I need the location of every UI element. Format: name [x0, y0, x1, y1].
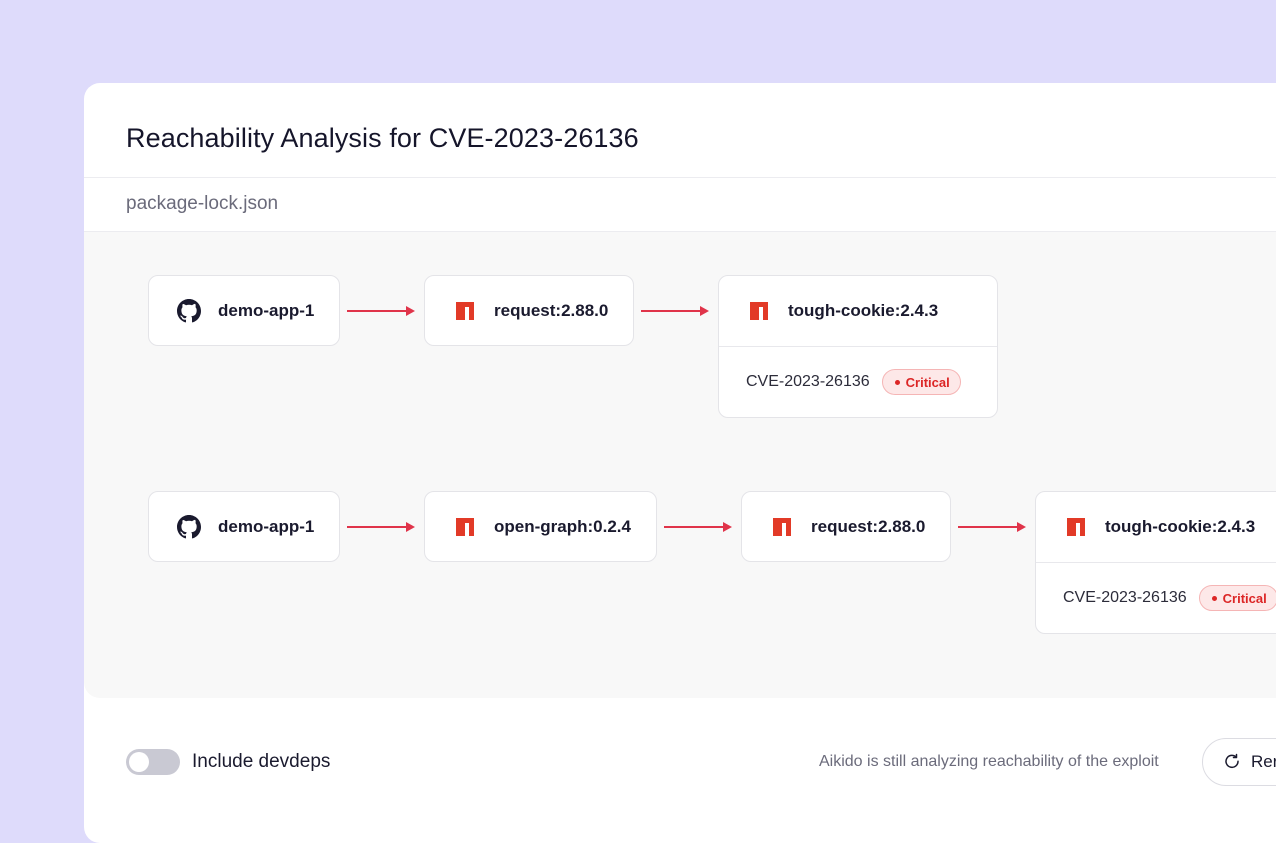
dependency-arrow [664, 521, 732, 533]
rerun-button[interactable]: Rerun [1202, 738, 1276, 786]
github-icon [177, 515, 201, 539]
cve-id: CVE-2023-26136 [746, 373, 870, 390]
node-label: open-graph:0.2.4 [494, 517, 631, 536]
refresh-icon [1223, 753, 1241, 771]
path1-node-vulnerable[interactable]: tough-cookie:2.4.3 CVE-2023-26136 Critic… [718, 275, 998, 418]
npm-icon [747, 299, 771, 323]
header-divider [84, 177, 1276, 178]
reachability-dialog: Reachability Analysis for CVE-2023-26136… [84, 83, 1276, 843]
dependency-arrow [641, 305, 709, 317]
include-devdeps-label: Include devdeps [192, 751, 331, 772]
cve-id: CVE-2023-26136 [1063, 589, 1187, 606]
severity-label: Critical [1222, 590, 1267, 606]
node-label: demo-app-1 [218, 517, 315, 536]
severity-badge: Critical [1198, 585, 1276, 611]
toggle-knob [129, 752, 149, 772]
path1-node-root[interactable]: demo-app-1 [148, 275, 340, 346]
path1-node-request[interactable]: request:2.88.0 [424, 275, 634, 346]
severity-label: Critical [905, 374, 950, 390]
rerun-label: Rerun [1251, 752, 1276, 771]
path2-node-vulnerable[interactable]: tough-cookie:2.4.3 CVE-2023-26136 Critic… [1035, 491, 1276, 634]
node-label: tough-cookie:2.4.3 [1105, 517, 1256, 536]
file-name: package-lock.json [126, 193, 279, 214]
github-icon [177, 299, 201, 323]
node-label: tough-cookie:2.4.3 [788, 301, 939, 320]
dependency-arrow [347, 521, 415, 533]
dependency-arrow [347, 305, 415, 317]
path2-node-root[interactable]: demo-app-1 [148, 491, 340, 562]
severity-dot [1211, 595, 1217, 601]
node-label: request:2.88.0 [811, 517, 926, 536]
dependency-graph: demo-app-1 request:2.88.0 tough-cookie:2… [84, 231, 1276, 698]
path2-node-open-graph[interactable]: open-graph:0.2.4 [424, 491, 657, 562]
node-label: request:2.88.0 [494, 301, 609, 320]
dialog-title: Reachability Analysis for CVE-2023-26136 [126, 123, 639, 153]
dependency-arrow [958, 521, 1026, 533]
severity-dot [894, 379, 900, 385]
node-label: demo-app-1 [218, 301, 315, 320]
severity-badge: Critical [881, 369, 961, 395]
npm-icon [1064, 515, 1088, 539]
npm-icon [453, 299, 477, 323]
npm-icon [770, 515, 794, 539]
path2-node-request[interactable]: request:2.88.0 [741, 491, 951, 562]
analysis-status: Aikido is still analyzing reachability o… [819, 753, 1159, 770]
include-devdeps-toggle[interactable] [126, 749, 180, 775]
npm-icon [453, 515, 477, 539]
